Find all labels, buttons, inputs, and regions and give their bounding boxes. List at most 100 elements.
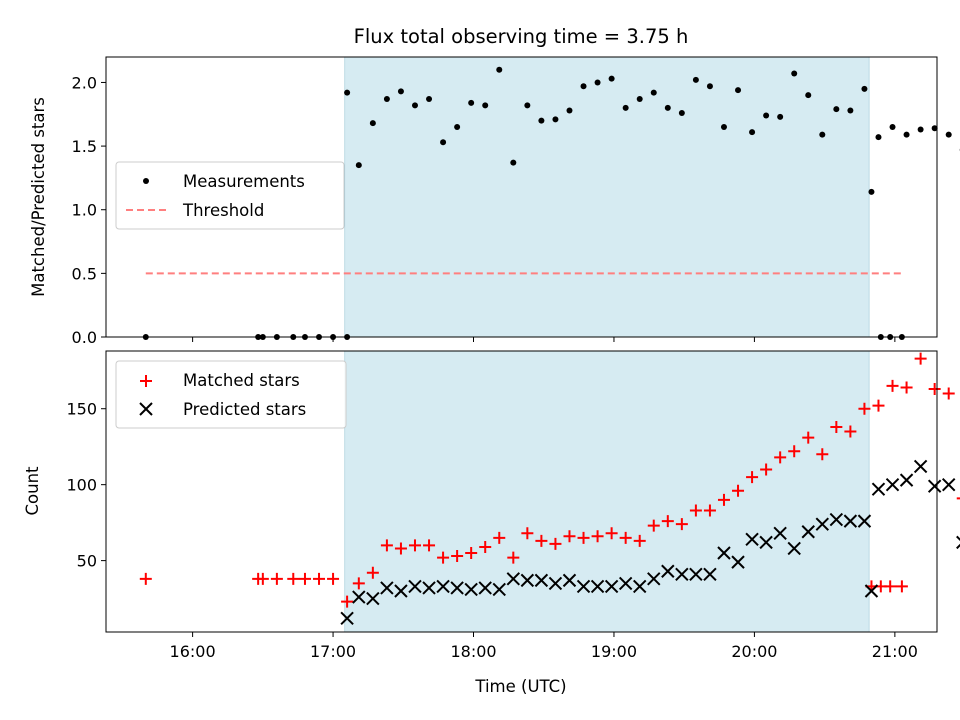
measurement-point bbox=[931, 125, 938, 132]
matched-star-point bbox=[287, 572, 300, 585]
predicted-star-point bbox=[717, 546, 731, 560]
measurement-point bbox=[791, 70, 798, 77]
matched-star-point bbox=[341, 595, 354, 608]
matched-star-point bbox=[928, 382, 941, 395]
measurement-point bbox=[706, 83, 713, 90]
measurement-point bbox=[397, 88, 404, 95]
top-y-ticks: 0.0 0.5 1.0 1.5 2.0 bbox=[72, 73, 106, 347]
matched-star-point bbox=[451, 550, 464, 563]
x-tick-label: 20:00 bbox=[731, 642, 777, 661]
matched-star-point bbox=[366, 566, 379, 579]
matched-star-point bbox=[352, 577, 365, 590]
matched-star-point bbox=[394, 542, 407, 555]
predicted-star-point bbox=[492, 582, 506, 597]
matched-star-point bbox=[619, 531, 632, 544]
predicted-star-point bbox=[562, 573, 577, 588]
predicted-star-point bbox=[871, 482, 886, 496]
predicted-star-point bbox=[787, 541, 801, 556]
y-tick-label: 0.0 bbox=[72, 328, 97, 347]
measurement-point bbox=[594, 79, 601, 86]
measurement-point bbox=[678, 110, 685, 116]
matched-star-point bbox=[830, 420, 843, 433]
matched-star-point bbox=[380, 539, 393, 552]
matched-star-point bbox=[942, 387, 955, 400]
measurement-point bbox=[496, 66, 503, 73]
measurement-point bbox=[650, 89, 657, 96]
x-tick-label: 18:00 bbox=[450, 642, 496, 661]
matched-star-point bbox=[270, 572, 283, 585]
matched-star-point bbox=[313, 572, 326, 585]
bottom-x-ticks: 16:00 17:00 18:00 19:00 20:00 21:00 bbox=[170, 632, 918, 661]
measurement-point bbox=[426, 96, 433, 102]
predicted-star-point bbox=[478, 581, 492, 595]
figure-title: Flux total observing time = 3.75 h bbox=[354, 25, 689, 48]
predicted-star-point bbox=[576, 579, 591, 594]
measurement-point bbox=[720, 124, 727, 130]
bottom-legend: Matched stars Predicted stars bbox=[115, 360, 347, 429]
top-y-axis-label: Matched/Predicted stars bbox=[29, 97, 48, 297]
predicted-star-point bbox=[366, 591, 380, 606]
x-tick-label: 17:00 bbox=[310, 642, 356, 661]
top-x-ticks bbox=[192, 337, 896, 342]
matched-star-point bbox=[647, 519, 660, 532]
matched-star-point bbox=[479, 540, 492, 553]
predicted-star-point bbox=[857, 514, 872, 528]
matched-star-point bbox=[298, 572, 311, 585]
matched-star-point bbox=[689, 504, 702, 517]
measurement-point bbox=[847, 107, 854, 114]
predicted-star-point bbox=[534, 573, 549, 588]
matched-star-point bbox=[577, 531, 590, 544]
measurement-point bbox=[344, 89, 351, 96]
predicted-star-point bbox=[829, 512, 844, 527]
legend-threshold-label: Threshold bbox=[182, 201, 264, 220]
legend-predicted-marker bbox=[139, 402, 153, 416]
measurement-point bbox=[440, 139, 447, 146]
matched-star-point bbox=[521, 527, 534, 540]
matched-star-point bbox=[703, 504, 716, 517]
predicted-star-point bbox=[380, 581, 394, 595]
matched-star-point bbox=[788, 445, 801, 458]
matched-star-point bbox=[139, 572, 152, 585]
matched-star-point bbox=[884, 580, 897, 593]
y-tick-label: 50 bbox=[77, 552, 97, 571]
x-tick-label: 16:00 bbox=[170, 642, 216, 661]
legend-measurements-marker bbox=[143, 178, 149, 184]
predicted-star-point bbox=[675, 567, 689, 581]
predicted-star-point bbox=[745, 532, 759, 547]
measurement-point bbox=[861, 85, 868, 92]
measurement-point bbox=[538, 117, 545, 124]
matched-star-point bbox=[633, 534, 646, 547]
predicted-star-point bbox=[941, 477, 956, 492]
matched-star-point bbox=[732, 484, 745, 497]
x-tick-label: 21:00 bbox=[872, 642, 918, 661]
matched-star-point bbox=[605, 527, 618, 540]
measurement-point bbox=[510, 159, 517, 166]
bottom-marks bbox=[139, 352, 960, 626]
predicted-star-point bbox=[913, 459, 928, 474]
predicted-star-point bbox=[927, 479, 942, 493]
measurement-point bbox=[411, 102, 418, 109]
matched-star-point bbox=[886, 379, 899, 392]
predicted-star-point bbox=[801, 525, 815, 539]
matched-star-point bbox=[675, 518, 688, 531]
measurement-point bbox=[889, 124, 896, 130]
measurement-point bbox=[552, 116, 559, 123]
measurement-point bbox=[608, 75, 615, 82]
matched-star-point bbox=[591, 530, 604, 543]
measurement-point bbox=[524, 102, 531, 109]
matched-star-point bbox=[872, 399, 885, 412]
predicted-star-point bbox=[408, 579, 422, 594]
observing-window-top bbox=[344, 56, 870, 338]
measurement-point bbox=[664, 104, 671, 111]
predicted-star-point bbox=[394, 584, 408, 598]
bottom-y-axis-label: Count bbox=[23, 466, 42, 516]
measurement-point bbox=[917, 126, 924, 133]
measurement-point bbox=[833, 106, 840, 113]
matched-star-point bbox=[746, 471, 759, 484]
matched-star-point bbox=[774, 451, 787, 464]
matched-star-point bbox=[535, 534, 548, 547]
matched-star-point bbox=[507, 551, 520, 564]
top-legend: Measurements Threshold bbox=[115, 161, 345, 230]
measurement-point bbox=[819, 131, 826, 138]
